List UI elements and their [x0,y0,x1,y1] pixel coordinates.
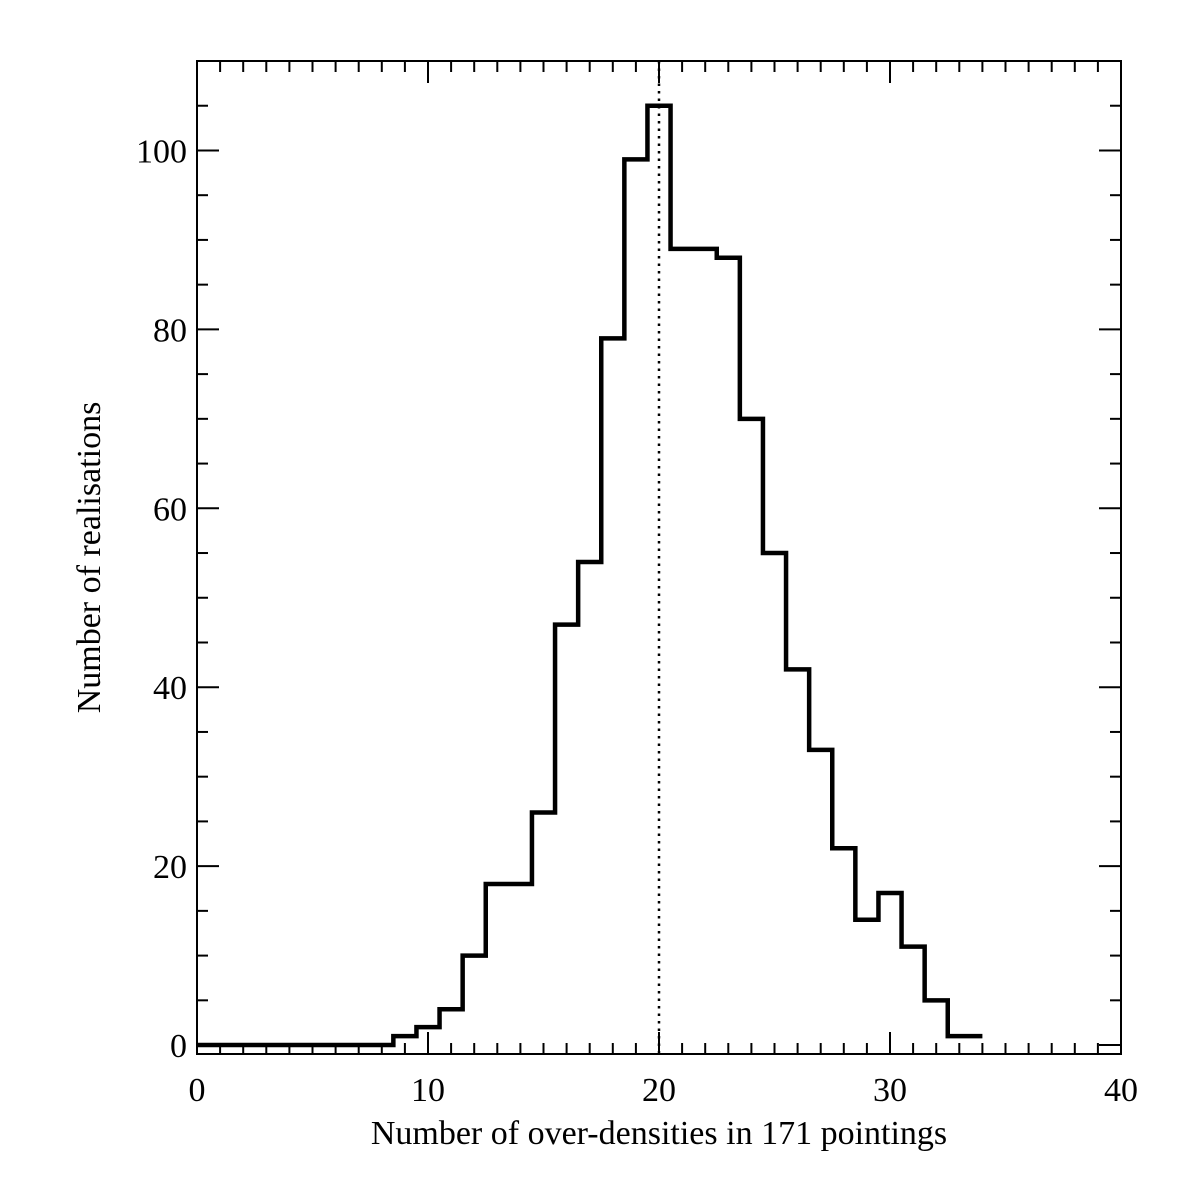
y-tick-label: 60 [153,491,187,528]
plot-frame [196,60,1122,1055]
histogram-outline [197,103,983,1048]
x-tick-label: 30 [873,1072,907,1109]
ticks-layer [196,60,1122,1054]
x-tick-label: 40 [1104,1072,1138,1109]
y-axis-label: Number of realisations [71,402,108,714]
y-tick-label: 40 [153,670,187,707]
x-tick-label: 10 [411,1072,445,1109]
y-tick-label: 80 [153,312,187,349]
x-tick-label: 20 [642,1072,676,1109]
x-tick-label: 0 [189,1072,206,1109]
y-tick-label: 100 [136,133,187,170]
tick-labels-layer: 0 10 20 30 40 0 20 40 60 80 100 [136,133,1138,1109]
y-tick-label: 20 [153,849,187,886]
y-tick-label: 0 [170,1028,187,1065]
x-axis-label: Number of over-densities in 171 pointing… [371,1115,947,1152]
